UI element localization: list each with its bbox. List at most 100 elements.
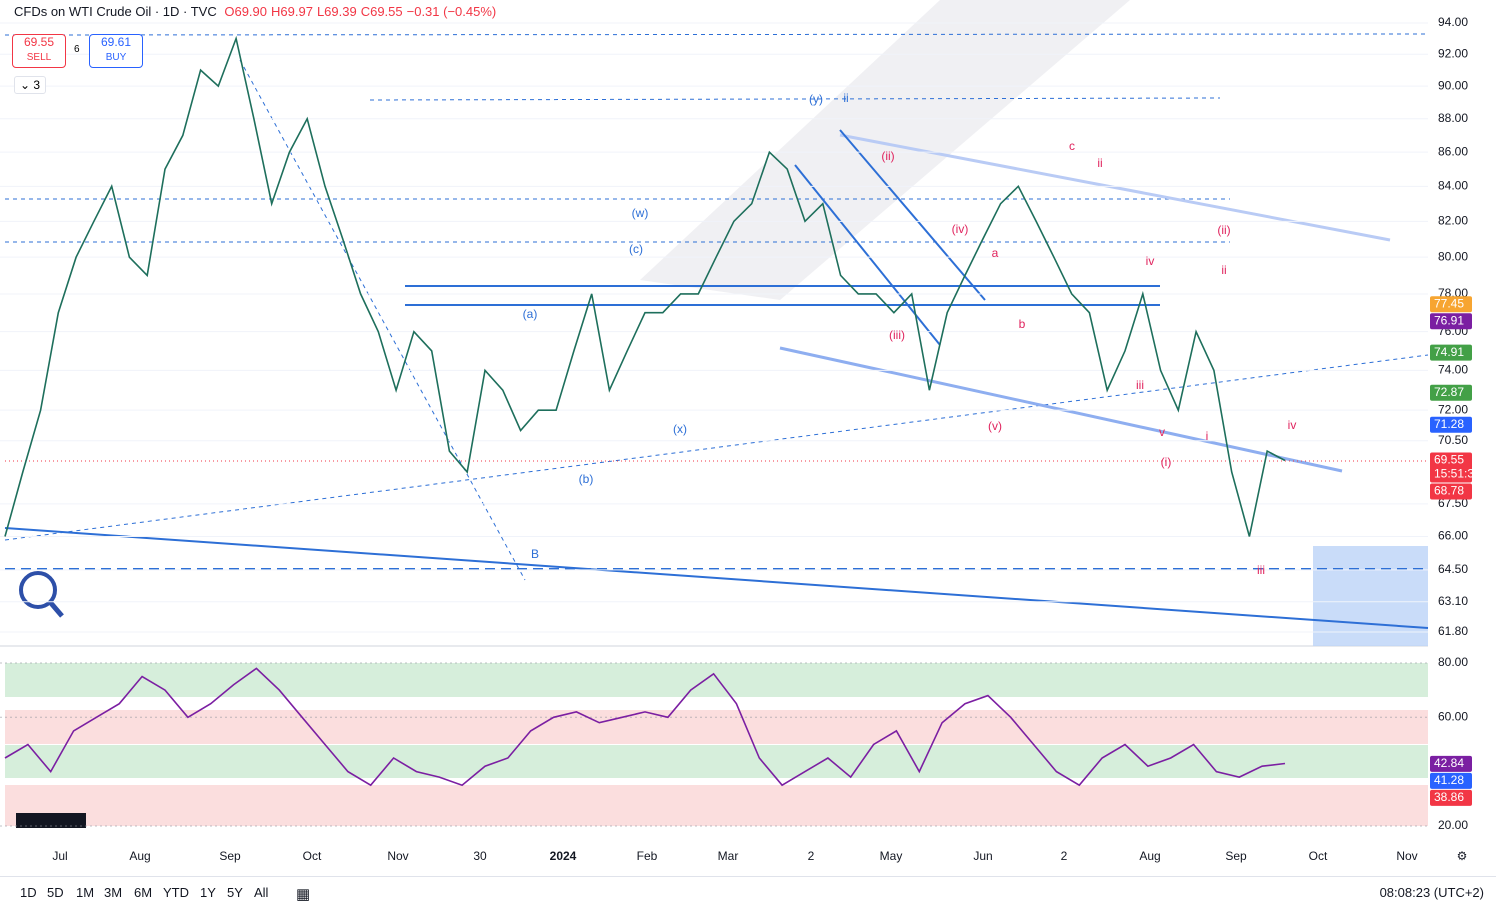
channel-line bbox=[839, 133, 1391, 242]
wave-label: iv bbox=[1146, 254, 1155, 268]
price-tag-label: 77.45 bbox=[1434, 296, 1464, 310]
x-tick-label: 30 bbox=[473, 849, 487, 863]
indicator-count: 3 bbox=[33, 78, 41, 92]
logo bbox=[16, 813, 86, 828]
wave-label: (x) bbox=[673, 422, 687, 436]
x-tick-label: Feb bbox=[637, 849, 658, 863]
wave-label: (b) bbox=[579, 472, 594, 486]
price-tag bbox=[1430, 789, 1472, 806]
price-tag-label: 38.86 bbox=[1434, 790, 1464, 804]
trend-line bbox=[4, 354, 1429, 541]
x-tick-label: 2024 bbox=[550, 849, 577, 863]
high: H69.97 bbox=[271, 4, 313, 19]
wave-label: (iii) bbox=[889, 328, 905, 342]
range-button[interactable]: 6M bbox=[134, 885, 153, 900]
indicator-toggle[interactable]: ⌄ 3 bbox=[14, 76, 47, 94]
range-button[interactable]: YTD bbox=[163, 885, 189, 900]
spread: 6 bbox=[74, 44, 80, 55]
x-tick-label: Aug bbox=[129, 849, 150, 863]
price-tag-label: 68.78 bbox=[1434, 484, 1464, 498]
wave-label: (ii) bbox=[881, 149, 894, 163]
price-tag-label: 76.91 bbox=[1434, 313, 1464, 327]
wave-label: b bbox=[1019, 317, 1026, 331]
wave-label: (c) bbox=[629, 242, 643, 256]
open: O69.90 bbox=[224, 4, 268, 19]
band bbox=[5, 710, 1428, 744]
level-line bbox=[369, 97, 1221, 101]
trend-line bbox=[4, 527, 1429, 629]
x-tick-label: Jun bbox=[973, 849, 992, 863]
x-tick-label: Nov bbox=[1396, 849, 1417, 863]
y-tick-label: 67.50 bbox=[1438, 496, 1468, 510]
x-tick-label: Nov bbox=[387, 849, 408, 863]
price-tag bbox=[1430, 384, 1472, 401]
range-button[interactable]: 1D bbox=[20, 885, 37, 900]
band bbox=[5, 663, 1428, 697]
x-tick-label: Aug bbox=[1139, 849, 1160, 863]
trend-line bbox=[239, 59, 526, 581]
wave-label: ii bbox=[1097, 156, 1102, 170]
range-button[interactable]: All bbox=[254, 885, 269, 900]
low: L69.39 bbox=[316, 4, 357, 19]
price-tag-label: 42.84 bbox=[1434, 756, 1464, 770]
buy-price: 69.61 bbox=[100, 35, 132, 49]
price-tag-label: 69.55 bbox=[1434, 453, 1464, 467]
sell-label: SELL bbox=[26, 52, 52, 63]
y-tick-label: 86.00 bbox=[1438, 144, 1468, 158]
level-line bbox=[4, 33, 1429, 36]
y-tick-label: 60.00 bbox=[1438, 709, 1468, 723]
change: −0.31 (−0.45%) bbox=[406, 4, 497, 19]
y-tick-label: 80.00 bbox=[1438, 249, 1468, 263]
wave-label: c bbox=[1069, 139, 1075, 153]
toolbar: 08:08:23 (UTC+2) ▦ 1D 5D 1M 3M 6M YTD 1Y 5Y All bbox=[0, 876, 1496, 906]
range-button[interactable]: 5Y bbox=[227, 885, 243, 900]
x-tick-label: Sep bbox=[1225, 849, 1247, 863]
range-button[interactable]: 3M bbox=[104, 885, 123, 900]
date-range-icon[interactable]: ▦ bbox=[296, 886, 311, 903]
symbol[interactable]: CFDs on WTI Crude Oil · 1D · TVC bbox=[14, 4, 217, 19]
y-tick-label: 61.80 bbox=[1438, 624, 1468, 638]
price-tag bbox=[1430, 296, 1472, 313]
price-tag-label: 74.91 bbox=[1434, 345, 1464, 359]
wave-label: iii bbox=[1257, 563, 1265, 577]
x-tick-label: Oct bbox=[1309, 849, 1328, 863]
wave-label: ii bbox=[843, 91, 848, 105]
range-button[interactable]: 5D bbox=[47, 885, 64, 900]
settings-icon[interactable]: ⚙ bbox=[1457, 849, 1468, 863]
range-button[interactable]: 1M bbox=[76, 885, 95, 900]
wave-label: (ii) bbox=[1217, 223, 1230, 237]
channel-line bbox=[839, 129, 986, 301]
sell-button[interactable]: 69.55 SELL bbox=[12, 34, 66, 68]
y-tick-label: 80.00 bbox=[1438, 655, 1468, 669]
wave-label: i bbox=[1206, 429, 1209, 443]
countdown: 15:51:36 bbox=[1434, 467, 1481, 481]
series-line bbox=[4, 35, 1286, 537]
target-box bbox=[1313, 546, 1428, 646]
y-tick-label: 84.00 bbox=[1438, 178, 1468, 192]
y-tick-label: 74.00 bbox=[1438, 363, 1468, 377]
magnifier-icon[interactable] bbox=[19, 571, 57, 609]
y-tick-label: 90.00 bbox=[1438, 78, 1468, 92]
series-line bbox=[4, 667, 1286, 787]
x-tick-label: Mar bbox=[718, 849, 739, 863]
y-tick-label: 82.00 bbox=[1438, 213, 1468, 227]
price-tag bbox=[1430, 483, 1472, 500]
wave-label: (w) bbox=[632, 206, 649, 220]
price-tag bbox=[1430, 452, 1472, 483]
wave-label: (y) bbox=[809, 92, 823, 106]
x-tick-label: May bbox=[880, 849, 903, 863]
wave-label: ii bbox=[1221, 263, 1226, 277]
close: C69.55 bbox=[360, 4, 403, 19]
y-tick-label: 92.00 bbox=[1438, 46, 1468, 60]
ohlc: O69.90 H69.97 L69.39 C69.55 −0.31 (−0.45%) bbox=[224, 4, 500, 19]
band bbox=[5, 785, 1428, 826]
buy-label: BUY bbox=[105, 52, 127, 63]
price-tag-label: 41.28 bbox=[1434, 773, 1464, 787]
chart: ⚙ 94.00 92.00 90.00 88.00 86.00 84.00 82.00 80.… bbox=[0, 0, 1481, 864]
buy-button[interactable]: 69.61 BUY bbox=[89, 34, 143, 68]
y-tick-label: 72.00 bbox=[1438, 402, 1468, 416]
range-button[interactable]: 1Y bbox=[200, 885, 216, 900]
y-tick-label: 63.10 bbox=[1438, 594, 1468, 608]
price-tag bbox=[1430, 344, 1472, 361]
